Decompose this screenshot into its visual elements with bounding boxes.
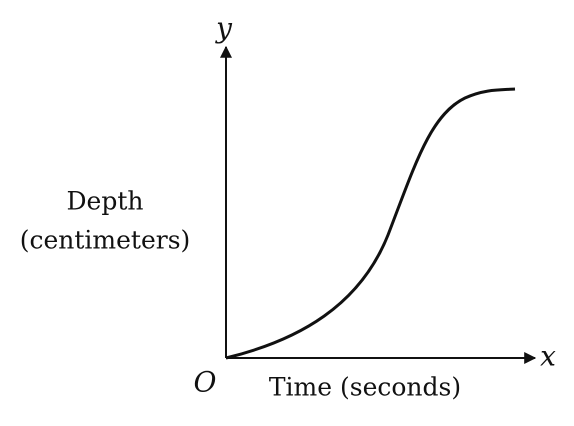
origin-label: O — [194, 366, 217, 399]
x-axis-symbol: x — [540, 340, 556, 373]
y-axis-symbol: y — [214, 12, 233, 45]
depth-curve — [225, 87, 516, 360]
x-axis-label: Time (seconds) — [269, 373, 461, 402]
y-axis-label-unit: (centimeters) — [20, 226, 191, 255]
y-axis-label: Depth — [67, 187, 144, 216]
